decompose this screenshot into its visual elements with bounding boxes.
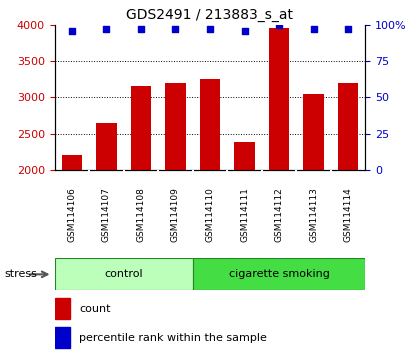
Bar <box>55 298 70 319</box>
Text: GSM114107: GSM114107 <box>102 187 111 242</box>
Bar <box>193 258 365 290</box>
Bar <box>269 28 289 170</box>
Bar <box>55 327 70 348</box>
Bar <box>61 155 82 170</box>
Point <box>310 26 317 32</box>
Point <box>207 26 213 32</box>
Text: GSM114114: GSM114114 <box>344 187 353 241</box>
Text: percentile rank within the sample: percentile rank within the sample <box>79 333 268 343</box>
Bar <box>234 142 255 170</box>
Point <box>276 22 282 28</box>
Title: GDS2491 / 213883_s_at: GDS2491 / 213883_s_at <box>126 8 294 22</box>
Text: GSM114109: GSM114109 <box>171 187 180 242</box>
Text: stress: stress <box>4 269 37 279</box>
Text: GSM114112: GSM114112 <box>275 187 284 241</box>
Point <box>68 28 75 33</box>
Text: GSM114108: GSM114108 <box>136 187 145 242</box>
Text: GSM114111: GSM114111 <box>240 187 249 242</box>
Text: GSM114106: GSM114106 <box>67 187 76 242</box>
Bar <box>96 123 117 170</box>
Text: cigarette smoking: cigarette smoking <box>228 269 330 279</box>
Point <box>172 26 179 32</box>
Text: control: control <box>104 269 143 279</box>
Text: count: count <box>79 304 111 314</box>
Text: GSM114113: GSM114113 <box>309 187 318 242</box>
Bar <box>165 83 186 170</box>
Point <box>345 26 352 32</box>
Bar <box>200 79 221 170</box>
Bar <box>338 83 359 170</box>
Text: GSM114110: GSM114110 <box>205 187 215 242</box>
Point <box>241 28 248 33</box>
Bar <box>55 258 193 290</box>
Point <box>138 26 144 32</box>
Bar <box>131 86 151 170</box>
Point <box>103 26 110 32</box>
Bar <box>303 94 324 170</box>
